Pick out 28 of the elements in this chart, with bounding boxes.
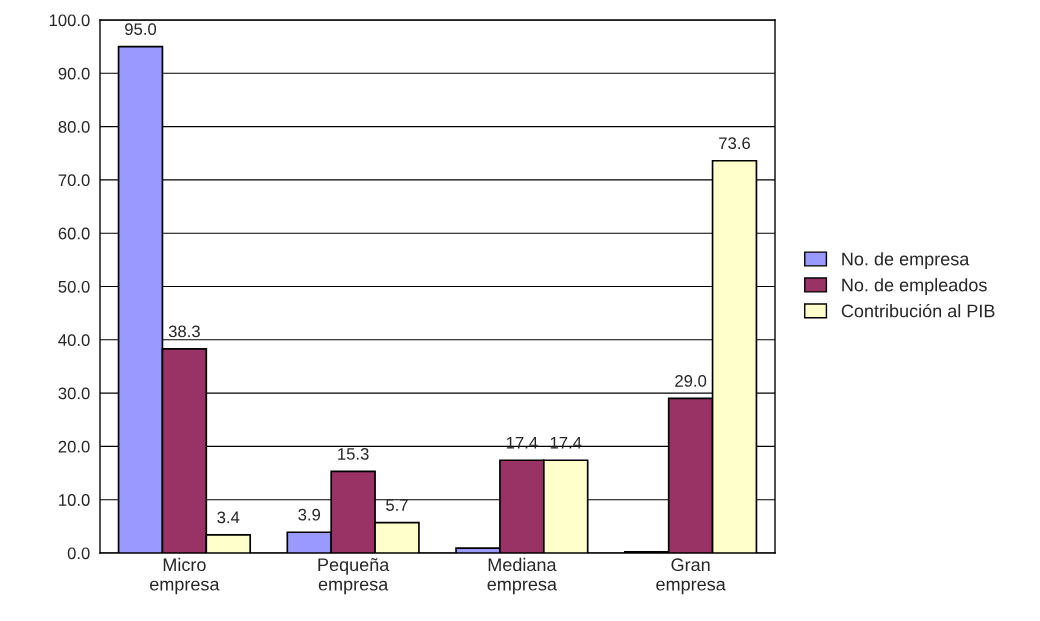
y-tick-label: 50.0 [58, 280, 90, 293]
data-label: 38.3 [168, 325, 200, 338]
x-tick-label: Micro empresa [150, 557, 220, 595]
y-tick-label: 0.0 [67, 547, 90, 560]
x-tick-label: Gran empresa [656, 558, 726, 595]
y-tick-label: 40.0 [58, 334, 90, 346]
data-label: 17.4 [506, 437, 538, 449]
y-tick-label: 10.0 [59, 494, 90, 506]
data-label: 95.0 [125, 23, 157, 36]
y-tick-label: 80.0 [58, 121, 90, 133]
x-tick-label: Mediana empresa [487, 557, 557, 595]
y-tick-label: 20.0 [58, 440, 90, 453]
x-tick-label: Pequeña empresa [318, 557, 390, 595]
legend-label: No. de empleados [842, 278, 987, 295]
data-label: 5.7 [386, 499, 408, 511]
y-tick-label: 90.0 [58, 67, 90, 80]
data-label: 73.6 [719, 137, 750, 150]
legend-label: No. de empresa [842, 252, 970, 270]
data-label: 3.4 [217, 511, 240, 524]
y-tick-label: 60.0 [58, 227, 90, 240]
data-label: 29.0 [675, 375, 707, 387]
data-label: 3.9 [298, 508, 321, 521]
y-tick-label: 30.0 [58, 387, 90, 400]
y-tick-label: 100.0 [49, 14, 90, 27]
legend-label: Contribución al PIB [841, 303, 995, 318]
data-label: 15.3 [338, 448, 369, 460]
data-label: 17.4 [550, 437, 582, 449]
y-tick-label: 70.0 [58, 174, 90, 187]
